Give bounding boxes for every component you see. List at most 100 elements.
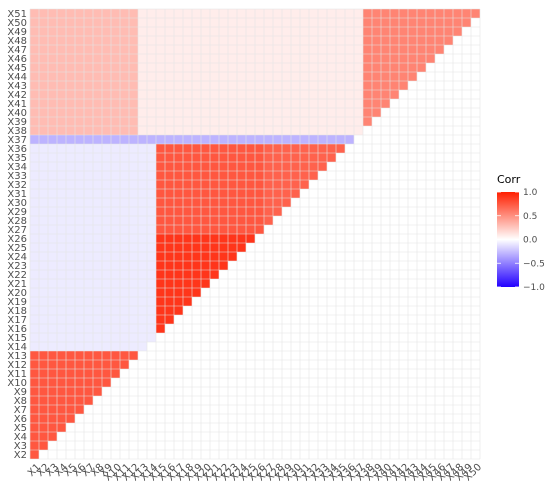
heatmap-cell [381,27,390,36]
heatmap-cell [237,171,246,180]
heatmap-cell [219,252,228,261]
heatmap-cell [156,135,165,144]
heatmap-cell [165,288,174,297]
heatmap-cell [255,54,264,63]
heatmap-cell [57,288,66,297]
heatmap-cell [30,423,39,432]
heatmap-cell [183,288,192,297]
heatmap-cell [246,225,255,234]
heatmap-cell [345,72,354,81]
y-tick-label: X3 [14,441,27,452]
heatmap-cell [57,117,66,126]
heatmap-cell [300,72,309,81]
heatmap-cell [120,81,129,90]
heatmap-cell [129,279,138,288]
heatmap-cell [75,36,84,45]
heatmap-cell [57,153,66,162]
heatmap-cell [156,36,165,45]
heatmap-cell [147,315,156,324]
heatmap-cell [246,207,255,216]
heatmap-cell [111,261,120,270]
heatmap-cell [57,207,66,216]
heatmap-cell [111,72,120,81]
heatmap-cell [426,36,435,45]
heatmap-cell [264,135,273,144]
heatmap-cell [318,72,327,81]
heatmap-cell [300,126,309,135]
heatmap-cell [120,54,129,63]
heatmap-cell [93,162,102,171]
heatmap-cell [138,270,147,279]
heatmap-cell [210,270,219,279]
heatmap-cell [336,90,345,99]
heatmap-cell [183,54,192,63]
heatmap-cell [219,207,228,216]
heatmap-cell [219,27,228,36]
heatmap-cell [57,72,66,81]
heatmap-cell [399,18,408,27]
heatmap-cell [129,180,138,189]
heatmap-cell [165,279,174,288]
heatmap-cell [309,108,318,117]
heatmap-cell [111,324,120,333]
heatmap-cell [264,9,273,18]
heatmap-cell [264,36,273,45]
heatmap-cell [39,405,48,414]
heatmap-cell [408,27,417,36]
heatmap-cell [111,369,120,378]
heatmap-cell [75,360,84,369]
heatmap-cell [417,63,426,72]
heatmap-cell [75,153,84,162]
heatmap-cell [39,162,48,171]
heatmap-cell [66,180,75,189]
heatmap-cell [228,216,237,225]
heatmap-cell [111,279,120,288]
heatmap-cell [57,405,66,414]
heatmap-cell [57,54,66,63]
heatmap-cell [192,234,201,243]
heatmap-cell [309,153,318,162]
heatmap-cell [102,207,111,216]
heatmap-cell [201,171,210,180]
heatmap-cell [30,351,39,360]
heatmap-cell [93,369,102,378]
heatmap-cell [84,387,93,396]
heatmap-cell [93,243,102,252]
heatmap-cell [57,45,66,54]
heatmap-cell [228,81,237,90]
y-tick-label: X29 [7,207,27,218]
heatmap-cell [336,18,345,27]
heatmap-cell [300,171,309,180]
heatmap-cell [300,108,309,117]
heatmap-cell [426,18,435,27]
heatmap-cell [102,153,111,162]
heatmap-cell [228,144,237,153]
heatmap-cell [219,81,228,90]
heatmap-cell [183,9,192,18]
y-tick-label: X8 [14,396,27,407]
heatmap-cell [156,144,165,153]
heatmap-cell [66,360,75,369]
heatmap-cell [210,117,219,126]
heatmap-cell [129,99,138,108]
heatmap-cell [93,315,102,324]
heatmap-cell [147,306,156,315]
heatmap-cell [444,9,453,18]
y-tick-label: X27 [7,225,27,236]
heatmap-cell [228,252,237,261]
heatmap-cell [183,99,192,108]
heatmap-cell [156,63,165,72]
heatmap-cell [246,36,255,45]
heatmap-cell [138,189,147,198]
heatmap-cell [282,9,291,18]
y-tick-label: X38 [7,126,27,137]
heatmap-cell [138,81,147,90]
heatmap-cell [75,99,84,108]
heatmap-cell [174,171,183,180]
heatmap-cell [174,45,183,54]
heatmap-cell [102,360,111,369]
heatmap-cell [111,189,120,198]
heatmap-cell [129,342,138,351]
heatmap-cell [75,90,84,99]
heatmap-cell [183,90,192,99]
